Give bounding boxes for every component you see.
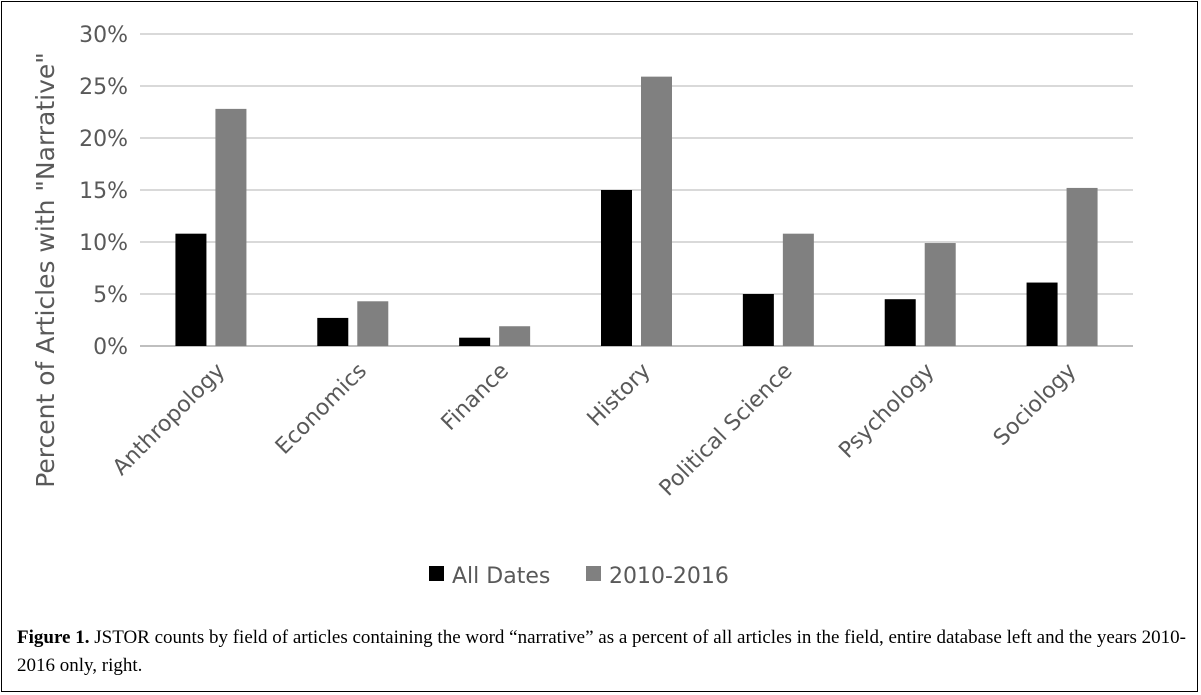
category-labels: Anthropology Economics Finance History Polit… <box>108 359 1081 502</box>
bar-all-dates-sociology <box>1026 282 1058 346</box>
y-tick-label: 10% <box>79 231 128 256</box>
category-label: Sociology <box>989 359 1081 451</box>
bar-chart: 0% 5% 10% 15% 20% 25% 30% Anthropology Economic… <box>31 23 1133 589</box>
figure-caption: Figure 1. JSTOR counts by field of artic… <box>17 624 1187 680</box>
y-tick-labels: 0% 5% 10% 15% 20% 25% 30% <box>79 23 128 360</box>
bar-all-dates-finance <box>459 337 491 346</box>
category-label: Anthropology <box>108 359 230 481</box>
bar-2010-2016-economics <box>357 301 389 346</box>
bar-all-dates-psychology <box>884 299 916 346</box>
bar-2010-2016-history <box>641 76 672 346</box>
y-tick-label: 25% <box>79 75 128 100</box>
y-tick-label: 5% <box>93 283 128 308</box>
y-tick-label: 0% <box>93 335 128 360</box>
legend-swatch <box>586 566 601 581</box>
y-tick-label: 20% <box>79 127 128 152</box>
bars <box>175 76 1098 346</box>
bar-2010-2016-anthropology <box>215 108 247 346</box>
bar-all-dates-anthropology <box>175 233 207 346</box>
bar-all-dates-political-science <box>742 294 774 346</box>
legend-label: All Dates <box>452 564 550 589</box>
legend-label: 2010-2016 <box>609 564 729 589</box>
bar-all-dates-history <box>601 190 632 346</box>
bar-all-dates-economics <box>317 317 349 346</box>
y-tick-label: 30% <box>79 23 128 48</box>
category-label: Psychology <box>835 359 940 464</box>
bar-2010-2016-finance <box>499 326 531 346</box>
legend: All Dates 2010-2016 <box>429 564 729 589</box>
y-axis-label: Percent of Articles with "Narrative" <box>31 52 60 488</box>
bar-2010-2016-psychology <box>924 243 956 346</box>
y-tick-label: 15% <box>79 179 128 204</box>
category-label: Political Science <box>655 359 798 502</box>
category-label: Economics <box>271 359 372 460</box>
caption-label: Figure 1. <box>17 627 90 648</box>
legend-swatch <box>429 566 444 581</box>
caption-text: JSTOR counts by field of articles contai… <box>17 627 1186 676</box>
category-label: History <box>583 359 656 432</box>
category-label: Finance <box>437 359 514 436</box>
bar-2010-2016-political-science <box>782 233 814 346</box>
gridlines <box>140 33 1133 347</box>
bar-2010-2016-sociology <box>1066 187 1098 346</box>
